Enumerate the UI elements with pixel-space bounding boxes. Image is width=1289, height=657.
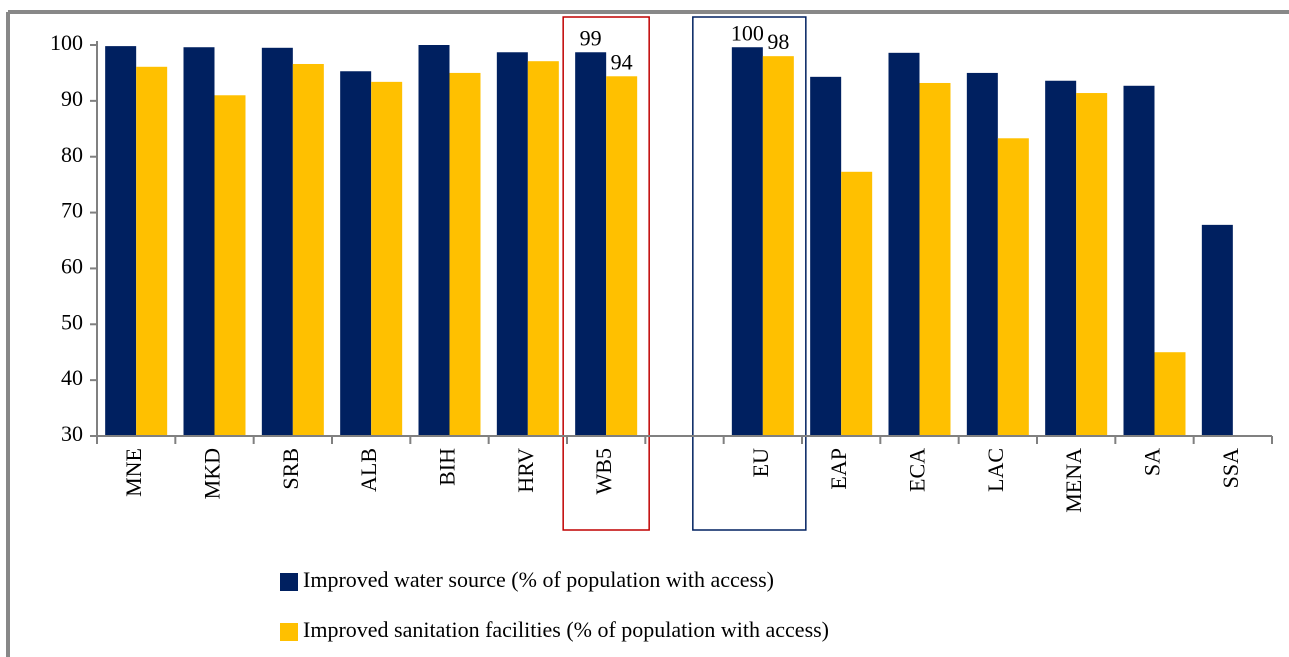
value-label: 100 [731,20,764,45]
bar [449,72,481,436]
x-tick-label: ECA [905,448,930,492]
bar [136,66,168,436]
y-tick-label: 90 [61,86,83,111]
legend-label: Improved sanitation facilities (% of pop… [303,617,829,642]
bar [762,56,794,437]
bar [527,61,559,436]
legend-label: Improved water source (% of population w… [303,567,774,592]
bar [1154,352,1186,436]
bar [183,47,215,437]
value-label: 99 [580,25,602,50]
y-tick-label: 70 [61,198,83,223]
legend-swatch [280,573,298,591]
bar [575,52,607,437]
bar [261,47,293,437]
bar [731,47,763,437]
x-tick-label: BIH [435,448,460,486]
bar [496,52,528,437]
bar [292,63,324,437]
bar [966,72,998,436]
bar [105,46,137,437]
bar [1045,80,1077,437]
bar [606,76,638,436]
y-tick-label: 50 [61,309,83,334]
bar [810,76,842,437]
highlight-box [692,16,807,531]
x-tick-label: LAC [983,448,1008,492]
x-tick-label: HRV [513,448,538,493]
y-tick-label: 100 [50,30,83,55]
x-tick-label: WB5 [591,448,616,494]
highlight-box [562,16,650,531]
y-tick-label: 30 [61,421,83,446]
x-tick-label: ALB [356,448,381,492]
legend-swatch [280,623,298,641]
x-tick-label: SA [1140,448,1165,476]
bar [340,71,372,436]
x-tick-label: MKD [200,448,225,499]
bar [1123,85,1155,437]
value-label: 98 [767,29,789,54]
y-tick-label: 60 [61,253,83,278]
bar [888,52,920,436]
x-tick-label: EAP [826,448,851,490]
x-tick-label: SRB [278,448,303,490]
x-tick-label: MNE [121,448,146,497]
x-tick-label: SSA [1218,448,1243,488]
x-tick-label: MENA [1061,448,1086,513]
bar [214,95,246,437]
y-tick-label: 80 [61,142,83,167]
bar [919,82,951,437]
y-tick-label: 40 [61,365,83,390]
bar [418,45,450,436]
value-label: 94 [611,49,633,74]
bar [1201,224,1233,436]
bar [841,171,873,436]
bar [997,138,1029,436]
bar [1076,93,1108,436]
bar [371,81,403,436]
x-tick-label: EU [748,448,773,477]
